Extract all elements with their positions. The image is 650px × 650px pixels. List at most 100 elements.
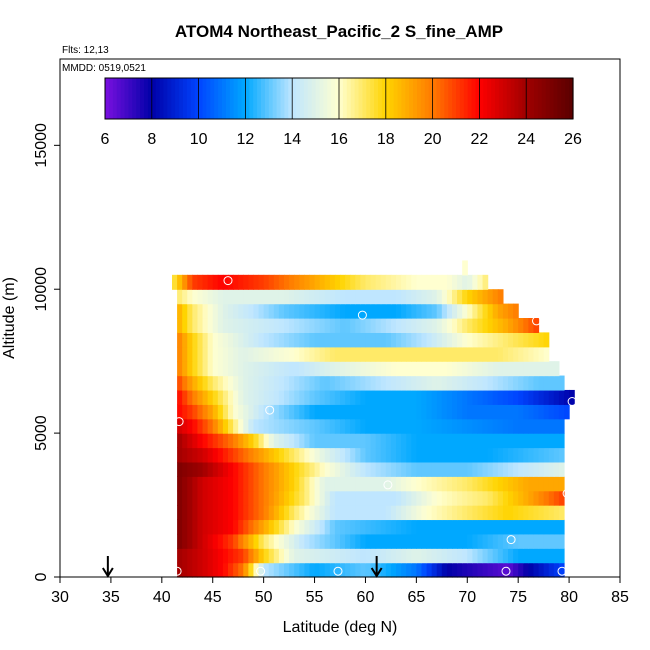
- heatmap-cell: [558, 418, 565, 434]
- heatmap-cell: [324, 318, 331, 333]
- heatmap-cell: [426, 519, 433, 535]
- colorbar-segment: [225, 78, 231, 119]
- heatmap-cell: [385, 533, 392, 549]
- heatmap-cell: [421, 476, 428, 492]
- heatmap-cell: [248, 548, 255, 564]
- heatmap-cell: [548, 375, 555, 391]
- heatmap-cell: [426, 476, 433, 492]
- heatmap-cell: [462, 490, 468, 506]
- heatmap-cell: [243, 303, 249, 319]
- heatmap-cell: [543, 361, 550, 377]
- heatmap-cell: [289, 289, 295, 305]
- heatmap-cell: [334, 433, 341, 449]
- heatmap-cell: [233, 519, 239, 535]
- heatmap-cell: [309, 274, 316, 290]
- colorbar-segment: [463, 78, 469, 119]
- heatmap-cell: [263, 519, 270, 535]
- heatmap-cell: [334, 361, 341, 377]
- heatmap-cell: [294, 289, 300, 305]
- heatmap-cell: [268, 505, 275, 521]
- heatmap-cell: [380, 404, 387, 420]
- heatmap-cell: [472, 519, 479, 535]
- heatmap-cell: [390, 289, 397, 305]
- heatmap-cell: [360, 490, 367, 506]
- heatmap-cell: [243, 318, 249, 333]
- heatmap-cell: [222, 433, 229, 449]
- heatmap-cell: [441, 548, 448, 564]
- heatmap-cell: [355, 461, 361, 477]
- heatmap-cell: [472, 433, 479, 449]
- heatmap-cell: [177, 289, 183, 305]
- heatmap-cell: [396, 318, 402, 333]
- heatmap-cell: [289, 346, 295, 362]
- heatmap-cell: [340, 274, 346, 290]
- y-tick-label: 0: [33, 572, 50, 581]
- heatmap-cell: [446, 533, 453, 549]
- heatmap-cell: [314, 519, 321, 535]
- heatmap-cell: [278, 490, 285, 506]
- heatmap-cell: [502, 433, 509, 449]
- heatmap-cell: [436, 404, 443, 420]
- heatmap-cell: [446, 289, 453, 305]
- heatmap-cell: [396, 274, 402, 290]
- heatmap-cell: [482, 289, 489, 305]
- colorbar-segment: [206, 78, 211, 119]
- heatmap-cell: [426, 490, 433, 506]
- heatmap-cell: [222, 303, 229, 319]
- heatmap-cell: [390, 318, 397, 333]
- heatmap-cell: [472, 375, 479, 391]
- heatmap-cell: [477, 303, 484, 319]
- heatmap-cell: [319, 332, 326, 348]
- heatmap-cell: [528, 418, 535, 434]
- heatmap-cell: [202, 375, 209, 391]
- heatmap-cell: [380, 548, 387, 564]
- heatmap-cell: [334, 375, 341, 391]
- flights-label: Flts: 12,13: [62, 45, 109, 56]
- heatmap-cell: [543, 490, 550, 506]
- heatmap-cell: [253, 289, 260, 305]
- heatmap-cell: [533, 490, 540, 506]
- heatmap-cell: [421, 318, 428, 333]
- heatmap-cell: [360, 476, 367, 492]
- heatmap-cell: [518, 447, 524, 463]
- heatmap-cell: [207, 389, 214, 405]
- heatmap-cell: [416, 505, 423, 521]
- heatmap-cell: [217, 447, 224, 463]
- heatmap-cell: [233, 389, 239, 405]
- chart-title: ATOM4 Northeast_Pacific_2 S_fine_AMP: [175, 22, 503, 41]
- heatmap-cell: [553, 548, 560, 564]
- heatmap-cell: [319, 318, 326, 333]
- heatmap-cell: [228, 490, 234, 506]
- heatmap-cell: [273, 461, 280, 477]
- colorbar-segment: [498, 78, 504, 119]
- heatmap-cell: [548, 533, 555, 549]
- heatmap-cell: [365, 548, 372, 564]
- heatmap-cell: [284, 289, 290, 305]
- heatmap-cell: [548, 548, 555, 564]
- heatmap-cell: [278, 447, 285, 463]
- heatmap-cell: [304, 519, 311, 535]
- x-tick-label: 75: [509, 589, 527, 606]
- heatmap-cell: [360, 404, 367, 420]
- heatmap-cell: [284, 303, 290, 319]
- heatmap-cell: [319, 289, 326, 305]
- heatmap-cell: [446, 447, 453, 463]
- heatmap-cell: [360, 505, 367, 521]
- heatmap-cell: [487, 404, 494, 420]
- heatmap-cell: [228, 461, 234, 477]
- heatmap-cell: [523, 346, 529, 362]
- heatmap-cell: [273, 476, 280, 492]
- heatmap-cell: [334, 332, 341, 348]
- heatmap-cell: [212, 389, 219, 405]
- heatmap-cell: [289, 404, 295, 420]
- heatmap-cell: [477, 476, 484, 492]
- heatmap-cell: [385, 418, 392, 434]
- heatmap-cell: [380, 318, 387, 333]
- heatmap-cell: [375, 361, 382, 377]
- heatmap-cell: [523, 318, 529, 333]
- heatmap-cell: [446, 418, 453, 434]
- heatmap-cell: [273, 548, 280, 564]
- heatmap-cell: [446, 490, 453, 506]
- heatmap-cell: [294, 548, 300, 564]
- heatmap-cell: [416, 562, 423, 578]
